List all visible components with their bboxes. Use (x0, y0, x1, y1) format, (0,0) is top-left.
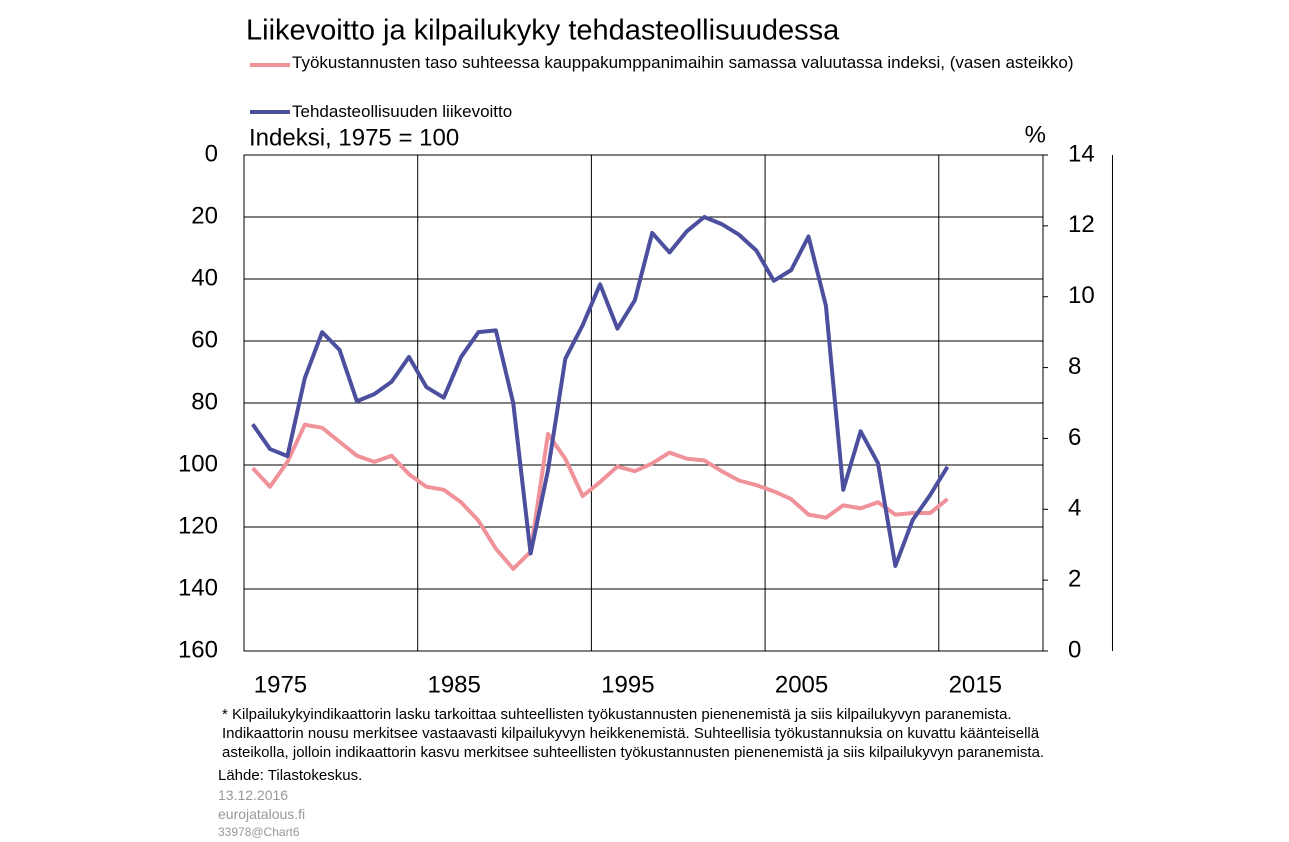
y2-tick-label: 12 (1068, 211, 1095, 238)
date: 13.12.2016 (218, 787, 289, 803)
site: eurojatalous.fi (218, 806, 306, 822)
y-axis-label: Indeksi, 1975 = 100 (249, 124, 459, 151)
y-tick-label: 100 (178, 450, 218, 477)
source: Lähde: Tilastokeskus. (218, 767, 363, 784)
y-tick-label: 80 (191, 388, 218, 415)
legend-entry: Työkustannusten taso suhteessa kauppakum… (292, 53, 1074, 72)
x-tick-label: 2005 (775, 671, 828, 698)
y2-tick-label: 10 (1068, 282, 1095, 309)
y-tick-label: 0 (205, 140, 218, 167)
footnote: * Kilpailukykyindikaattorin lasku tarkoi… (222, 706, 1012, 723)
x-tick-label: 1975 (254, 671, 307, 698)
footnote: asteikolla, jolloin indikaattorin kasvu … (222, 744, 1045, 761)
y2-tick-label: 4 (1068, 495, 1081, 522)
y-tick-label: 160 (178, 636, 218, 663)
y2-tick-label: 0 (1068, 636, 1081, 663)
y-tick-label: 140 (178, 574, 218, 601)
y-tick-label: 40 (191, 264, 218, 291)
y2-tick-label: 2 (1068, 565, 1081, 592)
chart-id: 33978@Chart6 (218, 825, 300, 839)
x-tick-label: 1985 (427, 671, 480, 698)
y2-tick-label: 8 (1068, 353, 1081, 380)
footnote: Indikaattorin nousu merkitsee vastaavast… (222, 725, 1040, 742)
y2-tick-label: 14 (1068, 140, 1095, 167)
legend-entry: Tehdasteollisuuden liikevoitto (292, 102, 513, 121)
line-series (251, 422, 949, 571)
x-tick-label: 1995 (601, 671, 654, 698)
y2-tick-label: 6 (1068, 424, 1081, 451)
y-tick-label: 20 (191, 202, 218, 229)
x-tick-label: 2015 (949, 671, 1002, 698)
chart-title: Liikevoitto ja kilpailukyky tehdasteolli… (246, 15, 840, 47)
y-tick-label: 60 (191, 326, 218, 353)
y2-axis-label: % (1025, 121, 1046, 148)
y-tick-label: 120 (178, 512, 218, 539)
line-series (251, 215, 950, 568)
